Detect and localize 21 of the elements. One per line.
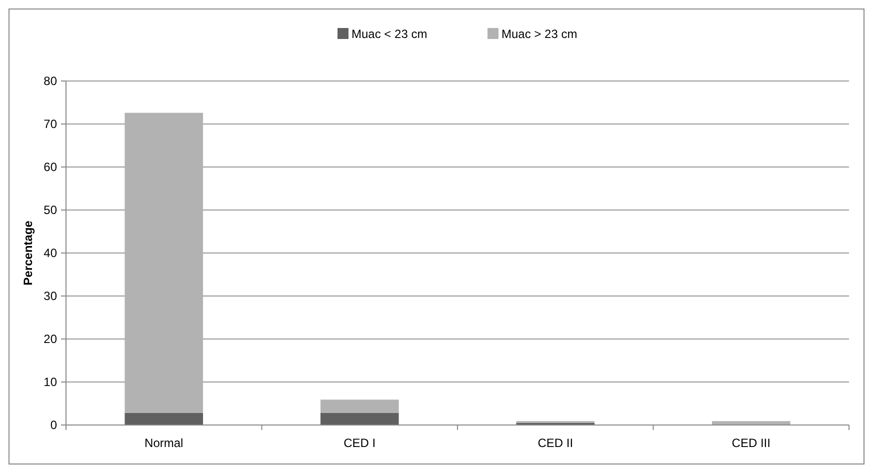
legend-label: Muac < 23 cm bbox=[352, 27, 428, 41]
y-tick-label: 80 bbox=[44, 74, 58, 88]
bar bbox=[124, 412, 204, 425]
bar bbox=[712, 421, 790, 425]
legend-label: Muac > 23 cm bbox=[502, 27, 578, 41]
bar bbox=[320, 412, 399, 425]
x-tick-label: Normal bbox=[144, 436, 184, 450]
x-tick-label: CED II bbox=[538, 436, 574, 450]
y-tick-label: 30 bbox=[44, 289, 58, 304]
x-tick-label: CED III bbox=[732, 436, 770, 450]
x-tick-label: CED I bbox=[344, 436, 376, 450]
y-tick-label: 10 bbox=[44, 375, 58, 390]
y-tick-label: 70 bbox=[44, 117, 58, 132]
y-tick-label: 40 bbox=[44, 246, 58, 260]
y-tick-label: 20 bbox=[44, 332, 58, 346]
y-tick-label: 60 bbox=[44, 160, 58, 174]
y-axis-title: Percentage bbox=[21, 220, 35, 286]
y-tick-label: 0 bbox=[50, 418, 58, 432]
bar bbox=[124, 112, 204, 413]
bar bbox=[320, 400, 399, 413]
y-tick-label: 50 bbox=[44, 203, 58, 218]
